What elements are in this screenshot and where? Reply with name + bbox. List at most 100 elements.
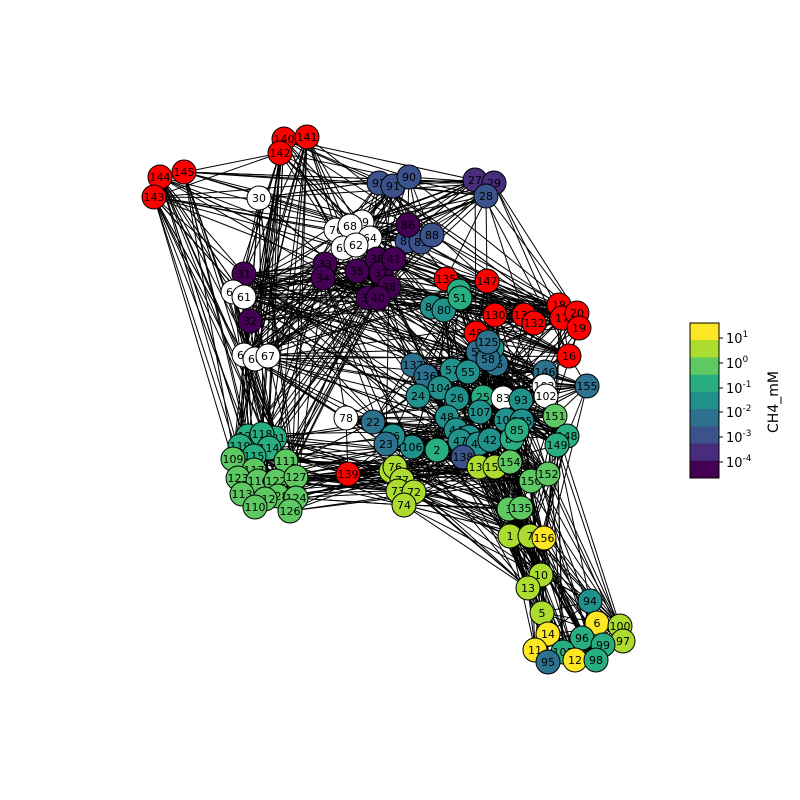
node-label: 154 bbox=[500, 456, 521, 469]
graph-node: 88 bbox=[419, 222, 445, 248]
edge bbox=[322, 277, 560, 306]
node-label: 145 bbox=[174, 166, 195, 179]
node-label: 16 bbox=[562, 350, 576, 363]
node-label: 143 bbox=[144, 191, 165, 204]
colorbar-swatch bbox=[690, 323, 719, 341]
node-label: 144 bbox=[150, 171, 171, 184]
graph-node: 16 bbox=[556, 343, 582, 369]
node-label: 10 bbox=[534, 569, 548, 582]
node-circle bbox=[294, 124, 320, 150]
graph-node: 85 bbox=[504, 417, 530, 443]
graph-node: 107 bbox=[467, 399, 493, 425]
edge bbox=[436, 449, 542, 576]
node-circle bbox=[535, 461, 561, 487]
node-circle bbox=[424, 437, 450, 463]
graph-node: 141 bbox=[294, 124, 320, 150]
node-label: 80 bbox=[437, 304, 451, 317]
graph-node: 78 bbox=[333, 405, 359, 431]
graph-node: 109 bbox=[220, 446, 246, 472]
graph-node: 40 bbox=[365, 285, 391, 311]
graph-node: 2 bbox=[424, 437, 450, 463]
colorbar-title: CH4_mM bbox=[766, 371, 782, 433]
edge bbox=[274, 421, 374, 439]
graph-node: 68 bbox=[337, 213, 363, 239]
node-circle bbox=[373, 431, 399, 457]
node-circle bbox=[405, 383, 431, 409]
node-circle bbox=[521, 310, 547, 336]
graph-node: 67 bbox=[255, 343, 281, 369]
node-circle bbox=[474, 268, 500, 294]
node-label: 22 bbox=[366, 416, 380, 429]
node-label: 156 bbox=[534, 532, 555, 545]
graph-node: 28 bbox=[473, 183, 499, 209]
node-circle bbox=[531, 525, 557, 551]
node-circle bbox=[141, 184, 167, 210]
edge bbox=[411, 317, 563, 448]
edge bbox=[232, 185, 394, 293]
node-label: 19 bbox=[572, 322, 586, 335]
edge bbox=[376, 258, 560, 306]
colorbar-frame bbox=[689, 322, 720, 479]
edge bbox=[159, 176, 344, 249]
edge bbox=[243, 273, 464, 458]
edge bbox=[153, 196, 351, 227]
node-label: 35 bbox=[350, 265, 364, 278]
node-label: 130 bbox=[485, 309, 506, 322]
edge bbox=[183, 171, 433, 236]
node-circle bbox=[381, 246, 407, 272]
node-circle bbox=[508, 495, 534, 521]
node-label: 31 bbox=[237, 268, 251, 281]
node-label: 147 bbox=[477, 275, 498, 288]
node-circle bbox=[395, 212, 421, 238]
graph-node: 74 bbox=[391, 492, 417, 518]
edge bbox=[306, 136, 337, 231]
node-circle bbox=[475, 329, 501, 355]
node-label: 2 bbox=[434, 444, 441, 457]
node-circle bbox=[473, 183, 499, 209]
graph-node: 142 bbox=[267, 140, 293, 166]
edge bbox=[378, 182, 563, 319]
node-label: 41 bbox=[387, 253, 401, 266]
node-circle bbox=[455, 359, 481, 385]
node-label: 14 bbox=[541, 628, 555, 641]
colorbar-swatch bbox=[690, 391, 719, 410]
node-circle bbox=[515, 575, 541, 601]
node-label: 95 bbox=[541, 656, 555, 669]
edge bbox=[153, 196, 326, 265]
node-label: 74 bbox=[397, 499, 411, 512]
graph-node: 41 bbox=[381, 246, 407, 272]
node-label: 6 bbox=[594, 617, 601, 630]
colorbar-swatch bbox=[690, 374, 719, 393]
edge bbox=[493, 182, 578, 314]
node-label: 88 bbox=[425, 229, 439, 242]
edge bbox=[279, 152, 409, 226]
colorbar-tick-label: 10-3 bbox=[726, 429, 752, 446]
edge bbox=[361, 195, 487, 223]
graph-node: 23 bbox=[373, 431, 399, 457]
edge bbox=[275, 136, 308, 482]
node-label: 132 bbox=[524, 317, 545, 330]
graph-node: 152 bbox=[535, 461, 561, 487]
graph-node: 42 bbox=[477, 427, 503, 453]
edge bbox=[153, 196, 337, 231]
colorbar: 101 100 10-1 10-2 10-3 10-4 CH4_mM bbox=[689, 322, 782, 479]
graph-node: 19 bbox=[566, 315, 592, 341]
graph-node: 110 bbox=[242, 494, 268, 520]
edge bbox=[243, 296, 469, 373]
node-circle bbox=[231, 284, 257, 310]
node-label: 141 bbox=[297, 131, 318, 144]
graph-node: 139 bbox=[335, 461, 361, 487]
node-label: 107 bbox=[470, 406, 491, 419]
edge bbox=[279, 152, 351, 227]
edge bbox=[243, 347, 493, 356]
colorbar-swatch bbox=[690, 340, 719, 358]
edge bbox=[232, 152, 281, 460]
node-label: 97 bbox=[616, 635, 630, 648]
colorbar-tick-label: 101 bbox=[726, 330, 748, 347]
colorbar-tick-label: 10-1 bbox=[726, 380, 752, 397]
edge bbox=[324, 263, 413, 448]
node-label: 34 bbox=[316, 272, 330, 285]
node-layer: 1401411421441451433092919027292869706864… bbox=[141, 124, 636, 675]
graph-node: 61 bbox=[231, 284, 257, 310]
graph-node: 127 bbox=[283, 464, 309, 490]
